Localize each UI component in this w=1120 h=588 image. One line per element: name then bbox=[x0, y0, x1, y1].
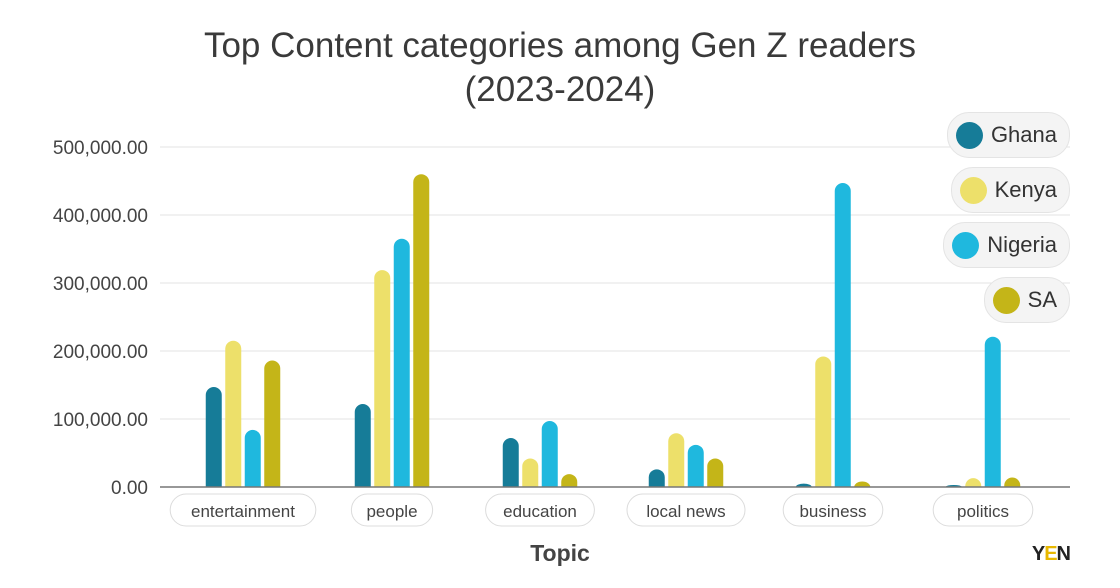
x-tick-label: local news bbox=[646, 502, 725, 521]
bar-kenya-business bbox=[815, 356, 832, 487]
x-tick-label: education bbox=[503, 502, 577, 521]
y-tick-label: 0.00 bbox=[111, 478, 148, 499]
legend-swatch bbox=[955, 121, 983, 149]
y-tick-label: 200,000.00 bbox=[53, 342, 148, 363]
bar-kenya-local-news bbox=[668, 433, 685, 487]
x-axis-title: Topic bbox=[530, 540, 590, 566]
legend-item-sa[interactable]: SA bbox=[983, 277, 1070, 323]
bar-sa-education bbox=[561, 474, 578, 487]
x-tick-pill bbox=[782, 493, 884, 527]
legend-swatch bbox=[959, 176, 987, 204]
x-tick-pill bbox=[626, 493, 746, 527]
bar-ghana-education bbox=[502, 438, 519, 487]
y-tick-label: 300,000.00 bbox=[53, 274, 148, 295]
bar-nigeria-education bbox=[541, 421, 558, 487]
bar-sa-politics bbox=[1004, 477, 1021, 487]
bar-sa-entertainment bbox=[264, 360, 281, 487]
legend-label: Nigeria bbox=[987, 232, 1057, 257]
legend-label: SA bbox=[1027, 287, 1057, 312]
legend-swatch bbox=[952, 231, 980, 259]
bar-ghana-business bbox=[795, 483, 812, 487]
bar-nigeria-local-news bbox=[687, 444, 704, 487]
x-tick-pill bbox=[932, 493, 1034, 527]
x-tick-pill bbox=[350, 493, 434, 527]
bar-kenya-entertainment bbox=[225, 340, 242, 487]
legend-item-ghana[interactable]: Ghana bbox=[946, 112, 1070, 158]
chart-title: Top Content categories among Gen Z reade… bbox=[0, 24, 1120, 112]
bar-ghana-people bbox=[354, 404, 371, 487]
x-tick-pill bbox=[485, 493, 595, 527]
bar-nigeria-entertainment bbox=[244, 429, 261, 487]
x-tick-label: business bbox=[799, 502, 866, 521]
x-tick-label: entertainment bbox=[191, 502, 295, 521]
bar-kenya-education bbox=[522, 458, 539, 487]
bar-kenya-people bbox=[374, 270, 391, 487]
legend-item-nigeria[interactable]: Nigeria bbox=[943, 222, 1070, 268]
bar-nigeria-politics bbox=[984, 336, 1001, 487]
legend: Ghana Kenya Nigeria SA bbox=[943, 112, 1070, 323]
bar-kenya-politics bbox=[965, 478, 982, 487]
x-tick-pill bbox=[169, 493, 317, 527]
y-tick-label: 100,000.00 bbox=[53, 410, 148, 431]
chart-title-line-2: (2023-2024) bbox=[464, 70, 656, 109]
bar-ghana-local-news bbox=[648, 469, 665, 487]
legend-item-kenya[interactable]: Kenya bbox=[950, 167, 1070, 213]
bar-nigeria-business bbox=[834, 183, 851, 488]
bar-sa-local-news bbox=[707, 458, 724, 487]
yen-logo: YEN bbox=[1031, 543, 1071, 565]
y-tick-label: 400,000.00 bbox=[53, 206, 148, 227]
bar-nigeria-people bbox=[393, 238, 410, 487]
x-tick-label: politics bbox=[957, 502, 1009, 521]
bar-sa-people bbox=[413, 174, 430, 487]
bar-sa-business bbox=[854, 481, 871, 487]
legend-label: Kenya bbox=[994, 177, 1057, 202]
chart-title-line-1: Top Content categories among Gen Z reade… bbox=[203, 26, 917, 65]
legend-swatch bbox=[992, 286, 1020, 314]
bar-ghana-entertainment bbox=[205, 387, 222, 487]
legend-label: Ghana bbox=[990, 122, 1057, 147]
x-tick-label: people bbox=[366, 502, 417, 521]
y-tick-label: 500,000.00 bbox=[53, 138, 148, 159]
